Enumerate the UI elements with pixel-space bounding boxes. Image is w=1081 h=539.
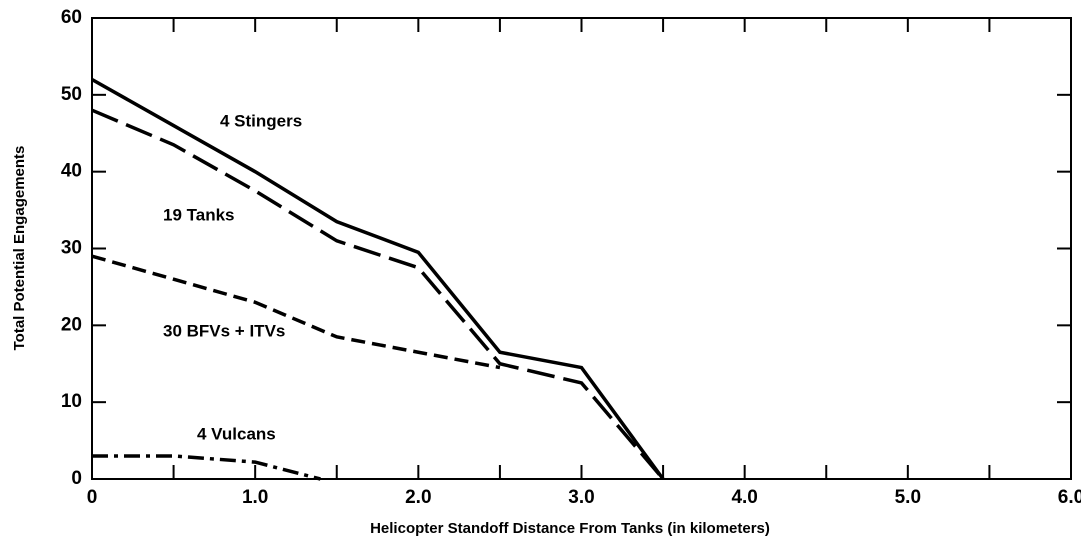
x-tick-label: 0	[87, 487, 98, 508]
x-tick-label: 5.0	[895, 487, 921, 508]
x-tick-label: 2.0	[405, 487, 431, 508]
y-tick-label: 20	[61, 314, 82, 335]
series-label: 19 Tanks	[163, 205, 235, 224]
x-tick-label: 6.0	[1058, 487, 1081, 508]
y-axis-label: Total Potential Engagements	[11, 146, 28, 351]
x-tick-label: 4.0	[731, 487, 757, 508]
series-line	[92, 454, 321, 481]
y-tick-label: 30	[61, 238, 82, 259]
y-tick-label: 0	[71, 468, 82, 489]
series-label: 30 BFVs + ITVs	[163, 321, 285, 340]
series-line	[91, 254, 501, 370]
y-tick-label: 50	[61, 84, 82, 105]
x-tick-label: 3.0	[568, 487, 594, 508]
x-tick-label: 1.0	[242, 487, 268, 508]
series-label: 4 Vulcans	[197, 424, 276, 443]
y-tick-label: 40	[61, 161, 82, 182]
y-tick-label: 10	[61, 391, 82, 412]
x-axis-label: Helicopter Standoff Distance From Tanks …	[370, 520, 770, 537]
series-line	[91, 77, 665, 481]
series-line	[91, 108, 665, 481]
plot-frame	[91, 17, 1072, 480]
series-label: 4 Stingers	[220, 111, 302, 130]
y-tick-label: 60	[61, 7, 82, 28]
